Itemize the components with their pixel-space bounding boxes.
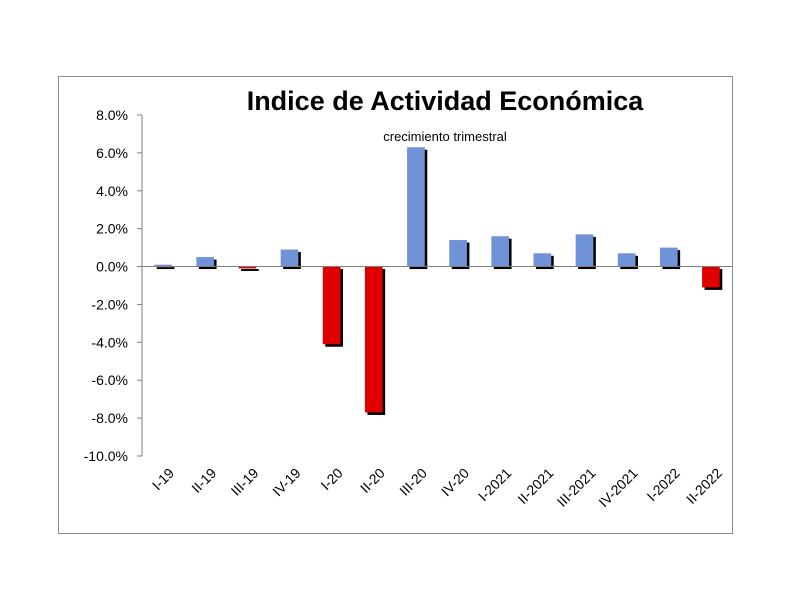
bar xyxy=(449,240,467,267)
bar xyxy=(364,266,383,413)
y-tick-label: 6.0% xyxy=(96,145,128,161)
bar xyxy=(407,147,425,267)
bar xyxy=(617,253,636,267)
bar xyxy=(702,266,720,288)
chart-subtitle: crecimiento trimestral xyxy=(383,129,507,144)
chart-title: Indice de Actividad Económica xyxy=(246,86,644,116)
y-tick-label: 2.0% xyxy=(96,221,128,237)
x-tick-label: II-2021 xyxy=(514,465,556,507)
y-tick-label: -8.0% xyxy=(91,410,128,426)
bar xyxy=(491,236,510,267)
bar xyxy=(238,266,257,269)
x-tick-label: III-2021 xyxy=(554,465,599,510)
x-tick-label: II-19 xyxy=(188,465,219,496)
bar xyxy=(533,253,552,267)
bar-shadow xyxy=(241,269,259,271)
y-tick-label: 4.0% xyxy=(96,183,128,199)
y-tick-label: -4.0% xyxy=(91,334,128,350)
x-tick-label: I-19 xyxy=(149,465,178,494)
x-tick-label: I-2021 xyxy=(475,465,515,505)
y-tick-label: -10.0% xyxy=(84,448,128,464)
x-tick-label: IV-20 xyxy=(438,465,473,500)
x-tick-label: I-2022 xyxy=(644,465,684,505)
y-tick-label: -6.0% xyxy=(91,372,128,388)
y-tick-label: -2.0% xyxy=(91,296,128,312)
x-tick-label: IV-19 xyxy=(269,465,304,500)
bar xyxy=(575,234,594,267)
y-tick-label: 8.0% xyxy=(96,107,128,123)
x-tick-label: I-20 xyxy=(317,465,346,494)
y-tick-label: 0.0% xyxy=(96,259,128,275)
x-tick-label: III-19 xyxy=(228,465,262,499)
x-tick-label: II-20 xyxy=(357,465,388,496)
x-tick-label: III-20 xyxy=(396,465,430,499)
bar-shadow xyxy=(156,267,175,270)
bar xyxy=(659,247,678,267)
bar xyxy=(280,249,299,267)
bar xyxy=(154,264,172,267)
bar xyxy=(322,266,341,345)
x-tick-label: IV-2021 xyxy=(595,465,641,511)
x-tick-label: II-2022 xyxy=(683,465,725,507)
chart-frame xyxy=(58,76,733,534)
bar xyxy=(196,257,215,267)
